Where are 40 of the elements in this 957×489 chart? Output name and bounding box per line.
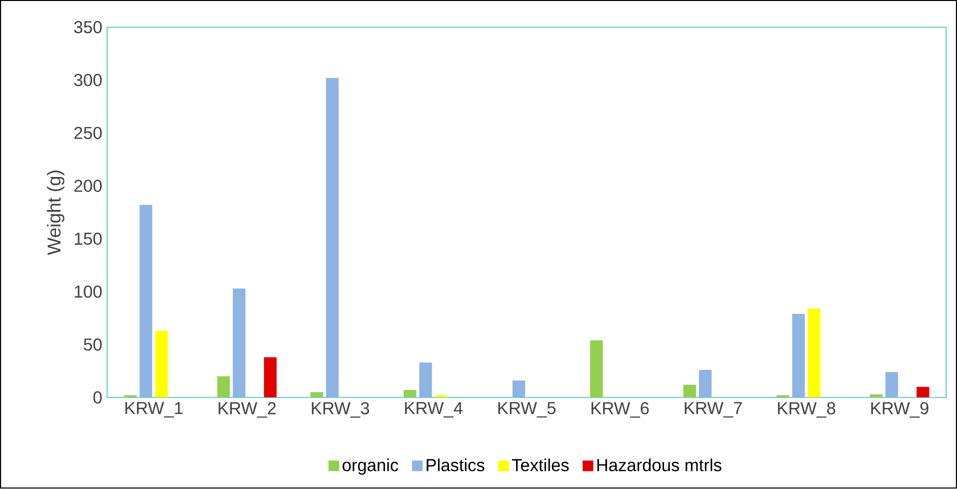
bar (683, 384, 696, 398)
bar (792, 314, 805, 398)
y-tick-label: 50 (84, 338, 102, 351)
x-tick-label: KRW_6 (592, 402, 649, 418)
x-tick-label: KRW_3 (312, 402, 370, 418)
x-tick-label: KRW_5 (498, 402, 556, 418)
y-tick-label: 300 (74, 74, 102, 86)
bar (232, 288, 246, 398)
bar (264, 357, 277, 398)
bar (404, 390, 416, 398)
y-tick-label: 350 (74, 21, 102, 34)
bar (698, 370, 712, 398)
bar (512, 380, 526, 398)
legend-label: Textiles (512, 458, 569, 472)
y-tick-label: 200 (74, 180, 102, 192)
bar (217, 376, 230, 398)
bar (155, 331, 168, 398)
x-tick-label: KRW_7 (684, 402, 742, 418)
x-tick-label: KRW_1 (125, 402, 183, 418)
y-tick-label: 100 (74, 286, 102, 298)
bar (590, 340, 603, 398)
legend-label: Hazardous mtrls (597, 458, 722, 472)
x-tick-label: KRW_4 (405, 402, 463, 418)
bar (916, 387, 930, 398)
x-tick-label: KRW_2 (218, 402, 276, 418)
y-tick-label: 150 (74, 232, 102, 246)
legend-label: organic (342, 458, 398, 475)
y-axis-title: Weight (g) (46, 170, 64, 256)
y-tick-label: 250 (74, 127, 102, 140)
bar (870, 394, 882, 398)
x-tick-label: KRW_8 (778, 402, 836, 418)
bar (326, 78, 339, 398)
y-tick-label: 0 (93, 392, 102, 404)
bar (310, 392, 324, 398)
bar (140, 205, 152, 398)
legend-label: Plastics (426, 458, 484, 472)
bar (808, 308, 820, 398)
bar (885, 372, 898, 398)
x-tick-label: KRW_9 (871, 402, 928, 418)
bar (419, 362, 432, 398)
